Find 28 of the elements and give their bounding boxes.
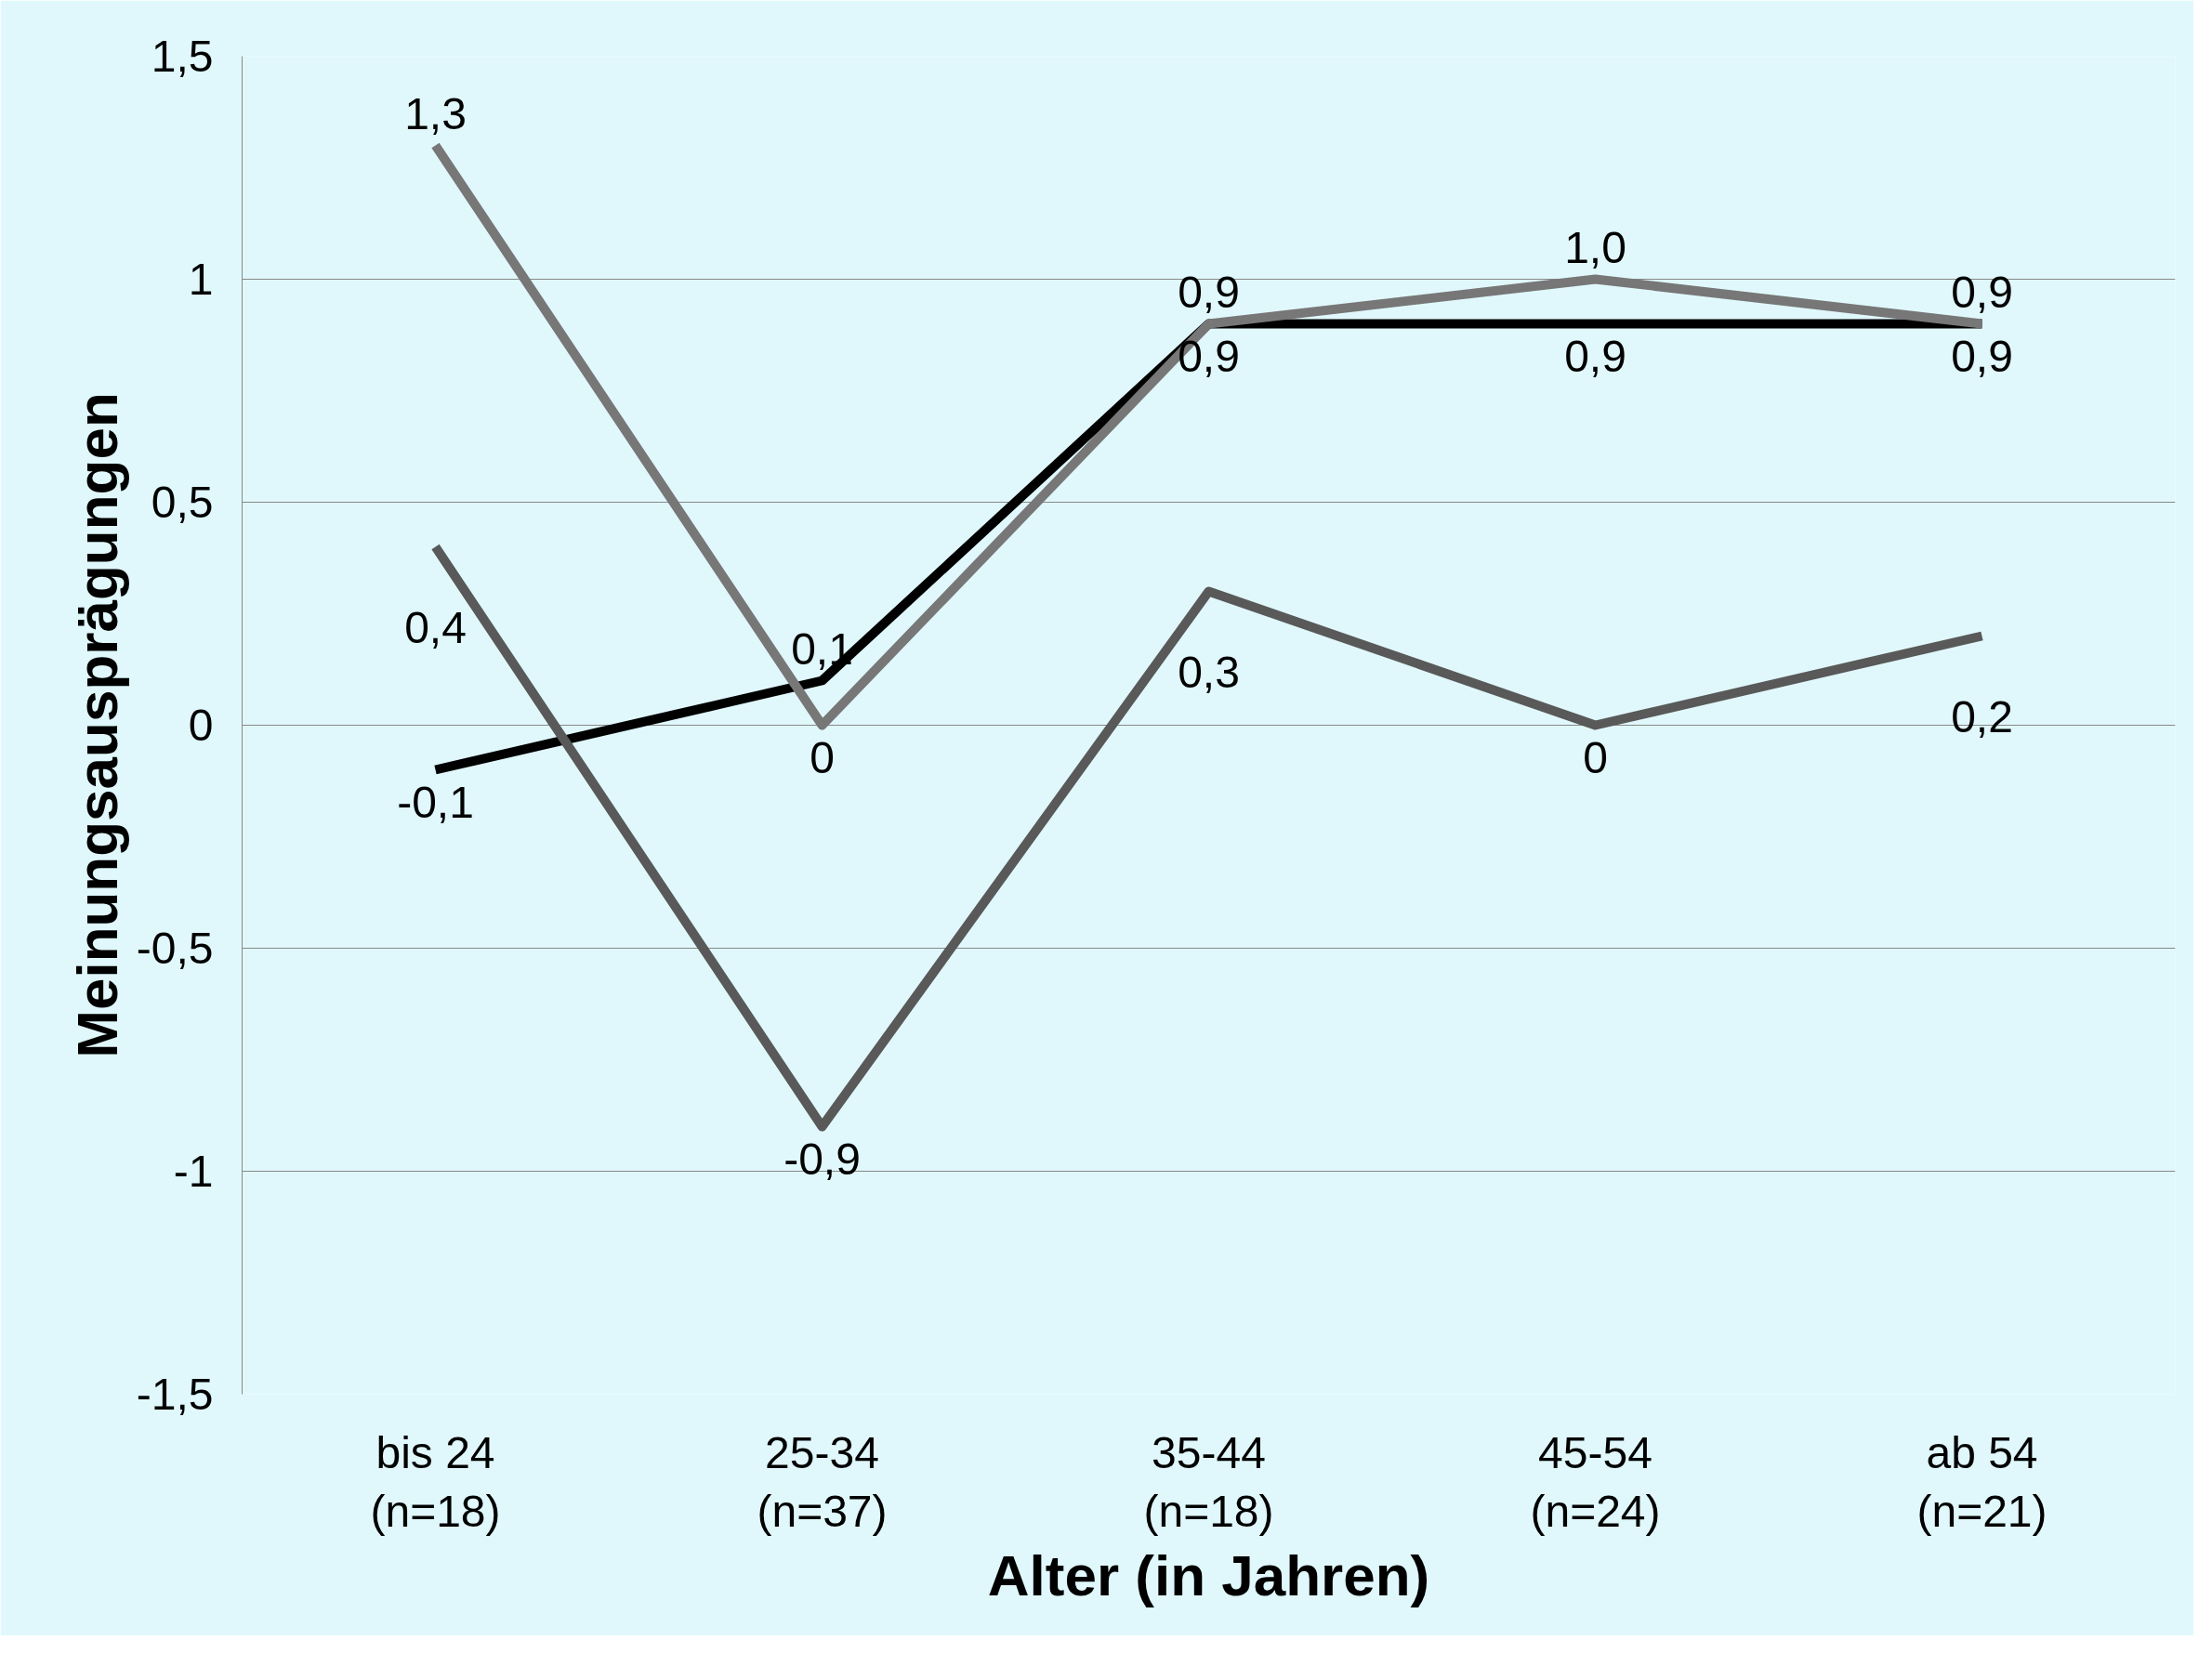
y-tick-label: 0,5 — [151, 478, 214, 527]
data-label: 0,9 — [1951, 331, 2013, 381]
x-tick-label: 25-34 (n=37) — [757, 1427, 888, 1537]
y-tick-label: -1,5 — [136, 1370, 214, 1419]
data-label: 0,9 — [1178, 267, 1240, 317]
data-label: 0,9 — [1564, 331, 1626, 381]
data-label: 0,2 — [1951, 691, 2013, 741]
data-label: 0,9 — [1951, 267, 2013, 317]
data-label: 0,4 — [404, 602, 467, 652]
y-tick-label: -1 — [173, 1147, 214, 1196]
data-label: 1,3 — [404, 88, 467, 138]
x-tick-label: 45-54 (n=24) — [1530, 1427, 1661, 1537]
y-axis-title: Meinungsausprägungen — [64, 392, 129, 1058]
x-tick-label: bis 24 (n=18) — [370, 1427, 501, 1537]
data-label: 0 — [810, 732, 835, 782]
x-tick-label: ab 54 (n=21) — [1916, 1427, 2047, 1537]
y-tick-label: 1 — [188, 255, 214, 304]
x-tick-label: 35-44 (n=18) — [1143, 1427, 1274, 1537]
y-tick-label: -0,5 — [136, 924, 214, 973]
data-label: -0,1 — [397, 777, 474, 827]
data-label: 0,9 — [1178, 331, 1240, 381]
data-label: -0,9 — [783, 1134, 861, 1184]
y-tick-label: 0 — [188, 701, 214, 750]
x-axis-title: Alter (in Jahren) — [987, 1543, 1430, 1608]
data-label: 0 — [1583, 732, 1608, 782]
data-label: 0,3 — [1178, 647, 1240, 697]
data-label: 1,0 — [1564, 222, 1626, 272]
y-tick-label: 1,5 — [151, 32, 214, 81]
